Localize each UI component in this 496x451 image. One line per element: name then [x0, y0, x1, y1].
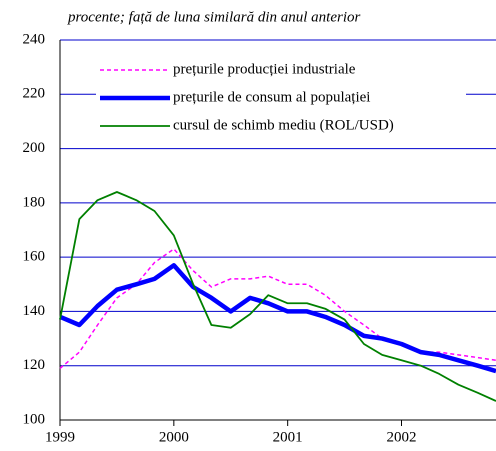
line-series: [59, 191, 496, 402]
y-tick-label: 160: [23, 249, 46, 265]
chart-subtitle: procente; față de luna similară din anul…: [67, 9, 361, 25]
y-tick-label: 120: [23, 357, 46, 373]
line-series: [59, 263, 496, 374]
x-tick-label: 1999: [45, 429, 75, 445]
legend-label: prețurile producției industriale: [173, 61, 356, 77]
x-tick-label: 2000: [159, 429, 189, 445]
y-tick-label: 240: [23, 31, 46, 47]
y-tick-label: 140: [23, 303, 46, 319]
x-tick-label: 2001: [273, 429, 303, 445]
y-tick-label: 220: [23, 86, 46, 102]
legend-label: prețurile de consum al populației: [173, 89, 370, 105]
legend-label: cursul de schimb mediu (ROL/USD): [173, 117, 394, 133]
y-tick-label: 200: [23, 140, 46, 156]
y-tick-label: 100: [23, 411, 46, 427]
x-tick-label: 2002: [387, 429, 417, 445]
y-tick-label: 180: [23, 194, 46, 210]
